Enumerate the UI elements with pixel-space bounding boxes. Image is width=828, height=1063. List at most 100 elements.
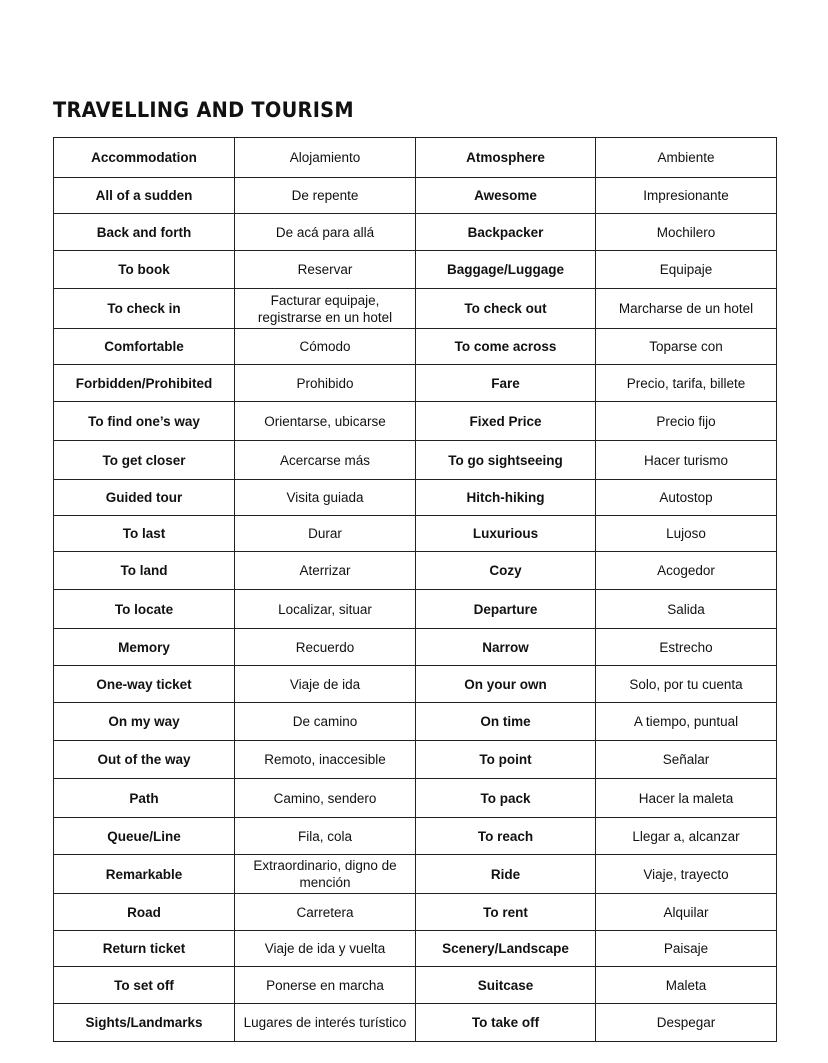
page-title: TRAVELLING AND TOURISM [53,98,354,122]
spanish-translation: Lujoso [595,515,777,552]
spanish-translation: Alojamiento [234,137,416,178]
english-term: Atmosphere [415,137,596,178]
english-term: To take off [415,1003,596,1042]
table-row: Accommodation Alojamiento Atmosphere Ambien… [53,137,777,178]
english-term: To pack [415,778,596,818]
english-term: Narrow [415,628,596,666]
table-row: To set off Ponerse en marcha Suitcase Malet… [53,966,777,1004]
spanish-translation: Llegar a, alcanzar [595,817,777,855]
vocabulary-table: Accommodation Alojamiento Atmosphere Ambien… [53,137,777,1042]
spanish-translation: Mochilero [595,213,777,251]
english-term: Guided tour [53,479,235,516]
english-term: Return ticket [53,930,235,967]
spanish-translation: Toparse con [595,328,777,365]
english-term: To check in [53,288,235,329]
english-term: Baggage/Luggage [415,250,596,289]
spanish-translation: Estrecho [595,628,777,666]
spanish-translation: Extraordinario, digno de mención [234,854,416,894]
english-term: Back and forth [53,213,235,251]
spanish-translation: Lugares de interés turístico [234,1003,416,1042]
spanish-translation: Acogedor [595,551,777,590]
spanish-translation: Reservar [234,250,416,289]
english-term: To come across [415,328,596,365]
english-term: Queue/Line [53,817,235,855]
spanish-translation: Orientarse, ubicarse [234,401,416,441]
english-term: Fare [415,364,596,402]
english-term: To locate [53,589,235,629]
english-term: Fixed Price [415,401,596,441]
table-row: To find one’s way Orientarse, ubicarse Fix… [53,401,777,441]
table-row: Out of the way Remoto, inaccesible To poin… [53,740,777,779]
spanish-translation: Precio fijo [595,401,777,441]
spanish-translation: Aterrizar [234,551,416,590]
table-row: To get closer Acercarse más To go sightsee… [53,440,777,480]
english-term: Scenery/Landscape [415,930,596,967]
english-term: One-way ticket [53,665,235,703]
spanish-translation: De acá para allá [234,213,416,251]
english-term: To find one’s way [53,401,235,441]
table-row: To check in Facturar equipaje, registrars… [53,288,777,329]
english-term: Comfortable [53,328,235,365]
table-row: All of a sudden De repente Awesome Impresio… [53,177,777,214]
english-term: Suitcase [415,966,596,1004]
table-row: To land Aterrizar Cozy Acogedor [53,551,777,590]
table-row: Queue/Line Fila, cola To reach Llegar a, al… [53,817,777,855]
spanish-translation: Salida [595,589,777,629]
spanish-translation: Equipaje [595,250,777,289]
spanish-translation: Solo, por tu cuenta [595,665,777,703]
spanish-translation: Recuerdo [234,628,416,666]
spanish-translation: Paisaje [595,930,777,967]
spanish-translation: Alquilar [595,893,777,931]
english-term: On time [415,702,596,741]
spanish-translation: Prohibido [234,364,416,402]
spanish-translation: Impresionante [595,177,777,214]
table-row: Return ticket Viaje de ida y vuelta Scener… [53,930,777,967]
table-row: To book Reservar Baggage/Luggage Equipaje [53,250,777,289]
table-row: To last Durar Luxurious Lujoso [53,515,777,552]
table-row: To locate Localizar, situar Departure Salid… [53,589,777,629]
english-term: To point [415,740,596,779]
english-term: Cozy [415,551,596,590]
spanish-translation: Durar [234,515,416,552]
spanish-translation: Visita guiada [234,479,416,516]
spanish-translation: Localizar, situar [234,589,416,629]
spanish-translation: Fila, cola [234,817,416,855]
english-term: On my way [53,702,235,741]
english-term: Luxurious [415,515,596,552]
spanish-translation: Autostop [595,479,777,516]
table-row: Comfortable Cómodo To come across Toparse c… [53,328,777,365]
spanish-translation: Camino, sendero [234,778,416,818]
spanish-translation: Ponerse en marcha [234,966,416,1004]
english-term: To check out [415,288,596,329]
english-term: Out of the way [53,740,235,779]
english-term: Accommodation [53,137,235,178]
english-term: Backpacker [415,213,596,251]
english-term: Road [53,893,235,931]
table-row: Remarkable Extraordinario, digno de menci… [53,854,777,894]
english-term: To set off [53,966,235,1004]
spanish-translation: Facturar equipaje, registrarse en un hot… [234,288,416,329]
english-term: To land [53,551,235,590]
english-term: Forbidden/Prohibited [53,364,235,402]
spanish-translation: De camino [234,702,416,741]
english-term: Departure [415,589,596,629]
english-term: Ride [415,854,596,894]
english-term: Memory [53,628,235,666]
english-term: On your own [415,665,596,703]
table-row: Path Camino, sendero To pack Hacer la malet… [53,778,777,818]
english-term: To go sightseeing [415,440,596,480]
table-row: Memory Recuerdo Narrow Estrecho [53,628,777,666]
table-row: On my way De camino On time A tiempo, puntu… [53,702,777,741]
english-term: Remarkable [53,854,235,894]
english-term: To last [53,515,235,552]
table-row: Forbidden/Prohibited Prohibido Fare Precio,… [53,364,777,402]
spanish-translation: Señalar [595,740,777,779]
english-term: To reach [415,817,596,855]
spanish-translation: Cómodo [234,328,416,365]
spanish-translation: Acercarse más [234,440,416,480]
spanish-translation: Marcharse de un hotel [595,288,777,329]
english-term: Awesome [415,177,596,214]
english-term: To rent [415,893,596,931]
table-row: Road Carretera To rent Alquilar [53,893,777,931]
english-term: All of a sudden [53,177,235,214]
